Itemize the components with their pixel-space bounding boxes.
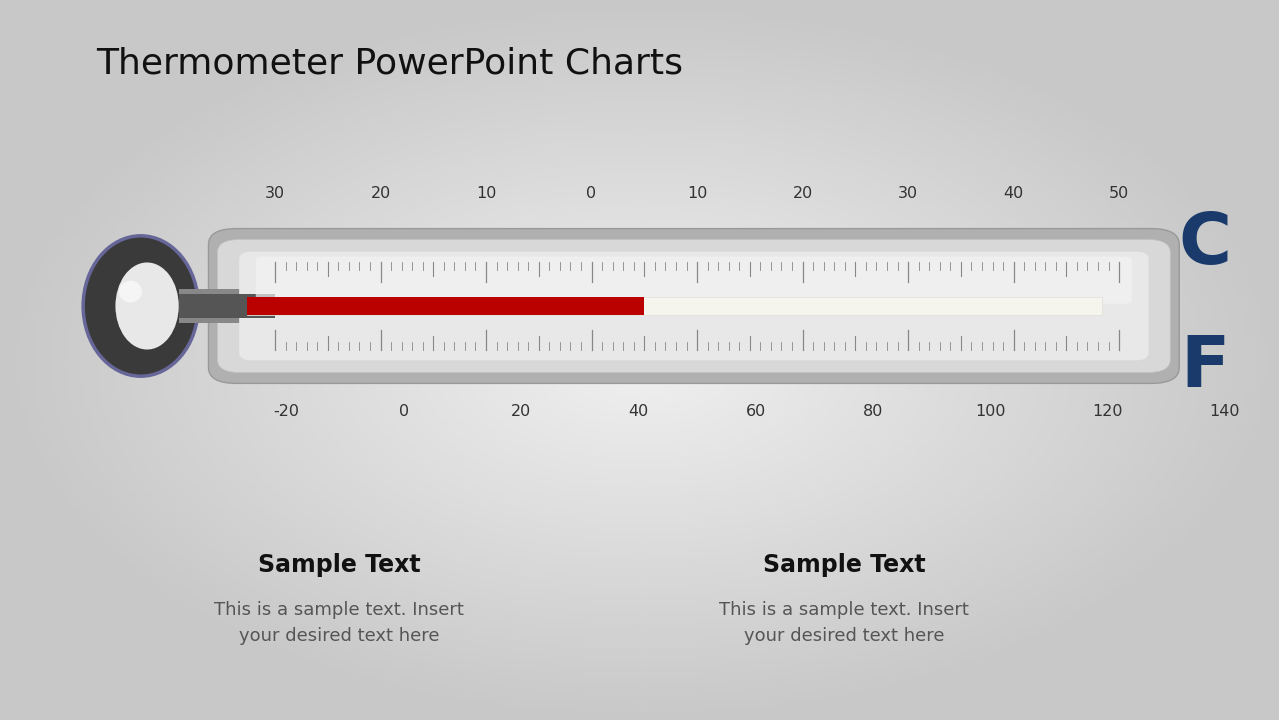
Text: 100: 100 [975,403,1005,418]
Text: 120: 120 [1092,403,1123,418]
FancyBboxPatch shape [217,239,1170,373]
Ellipse shape [119,281,142,302]
Text: 20: 20 [512,403,531,418]
Text: 20: 20 [793,186,812,201]
Ellipse shape [115,263,179,349]
Text: -20: -20 [274,403,299,418]
Text: 30: 30 [265,186,285,201]
Text: This is a sample text. Insert
your desired text here: This is a sample text. Insert your desir… [214,600,464,645]
Text: 40: 40 [628,403,648,418]
Bar [179,294,275,318]
Text: 0: 0 [399,403,409,418]
Bar [247,297,645,315]
Bar [179,289,256,323]
Text: 10: 10 [687,186,707,201]
Text: 140: 140 [1210,403,1239,418]
Text: 0: 0 [587,186,596,201]
Text: 50: 50 [1109,186,1129,201]
Ellipse shape [83,236,198,376]
Text: This is a sample text. Insert
your desired text here: This is a sample text. Insert your desir… [719,600,969,645]
FancyBboxPatch shape [239,252,1149,360]
Text: 20: 20 [371,186,390,201]
Text: 60: 60 [746,403,766,418]
Text: F: F [1181,333,1229,402]
Bar [247,297,1102,315]
Text: C: C [1178,210,1232,279]
Text: Sample Text: Sample Text [762,553,926,577]
FancyBboxPatch shape [208,229,1179,383]
Text: 80: 80 [863,403,883,418]
Text: 30: 30 [898,186,918,201]
FancyBboxPatch shape [256,257,1132,304]
Text: Thermometer PowerPoint Charts: Thermometer PowerPoint Charts [96,47,683,81]
Text: 10: 10 [476,186,496,201]
Text: 40: 40 [1004,186,1023,201]
Text: Sample Text: Sample Text [257,553,421,577]
